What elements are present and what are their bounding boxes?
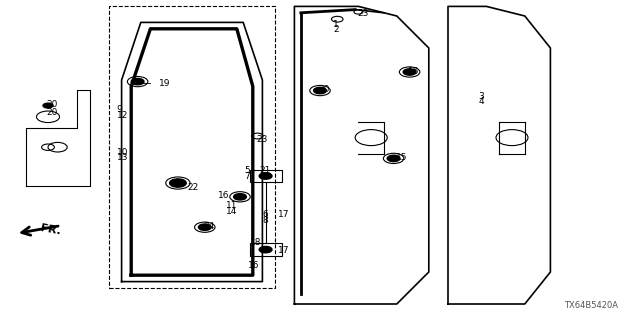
Text: 1: 1 [333, 20, 339, 28]
Text: 15: 15 [408, 67, 420, 76]
Text: 24: 24 [204, 222, 215, 231]
Text: 18: 18 [250, 238, 261, 247]
Text: 23: 23 [256, 135, 268, 144]
Circle shape [259, 246, 272, 253]
Text: FR.: FR. [40, 223, 61, 236]
Text: 20: 20 [46, 108, 58, 116]
Text: 20: 20 [46, 100, 58, 109]
Text: 6: 6 [262, 210, 268, 219]
Text: 16: 16 [248, 261, 260, 270]
Text: 22: 22 [187, 183, 198, 192]
Circle shape [43, 103, 53, 108]
Text: 14: 14 [226, 207, 237, 216]
Text: 13: 13 [116, 153, 128, 162]
Text: 20: 20 [319, 85, 330, 94]
Circle shape [131, 78, 144, 85]
Text: 5: 5 [244, 166, 250, 175]
Text: 23: 23 [357, 9, 369, 18]
Text: 12: 12 [116, 111, 128, 120]
Text: 8: 8 [262, 216, 268, 225]
Text: 17: 17 [278, 210, 290, 219]
Text: 16: 16 [218, 191, 229, 200]
Text: 2: 2 [333, 25, 339, 34]
Text: 19: 19 [159, 79, 170, 88]
Text: 4: 4 [479, 97, 484, 106]
Circle shape [198, 224, 211, 230]
Circle shape [403, 69, 416, 75]
Text: 11: 11 [226, 201, 237, 210]
Circle shape [170, 179, 186, 187]
Circle shape [259, 173, 272, 179]
Text: TX64B5420A: TX64B5420A [564, 301, 618, 310]
Circle shape [234, 194, 246, 200]
Text: 17: 17 [278, 246, 290, 255]
Text: 15: 15 [396, 153, 407, 162]
Text: 9: 9 [116, 105, 122, 114]
Text: 3: 3 [479, 92, 484, 100]
Text: 7: 7 [244, 172, 250, 180]
Text: 10: 10 [116, 148, 128, 156]
Circle shape [387, 155, 400, 162]
Text: 21: 21 [259, 166, 271, 175]
Circle shape [314, 87, 326, 94]
